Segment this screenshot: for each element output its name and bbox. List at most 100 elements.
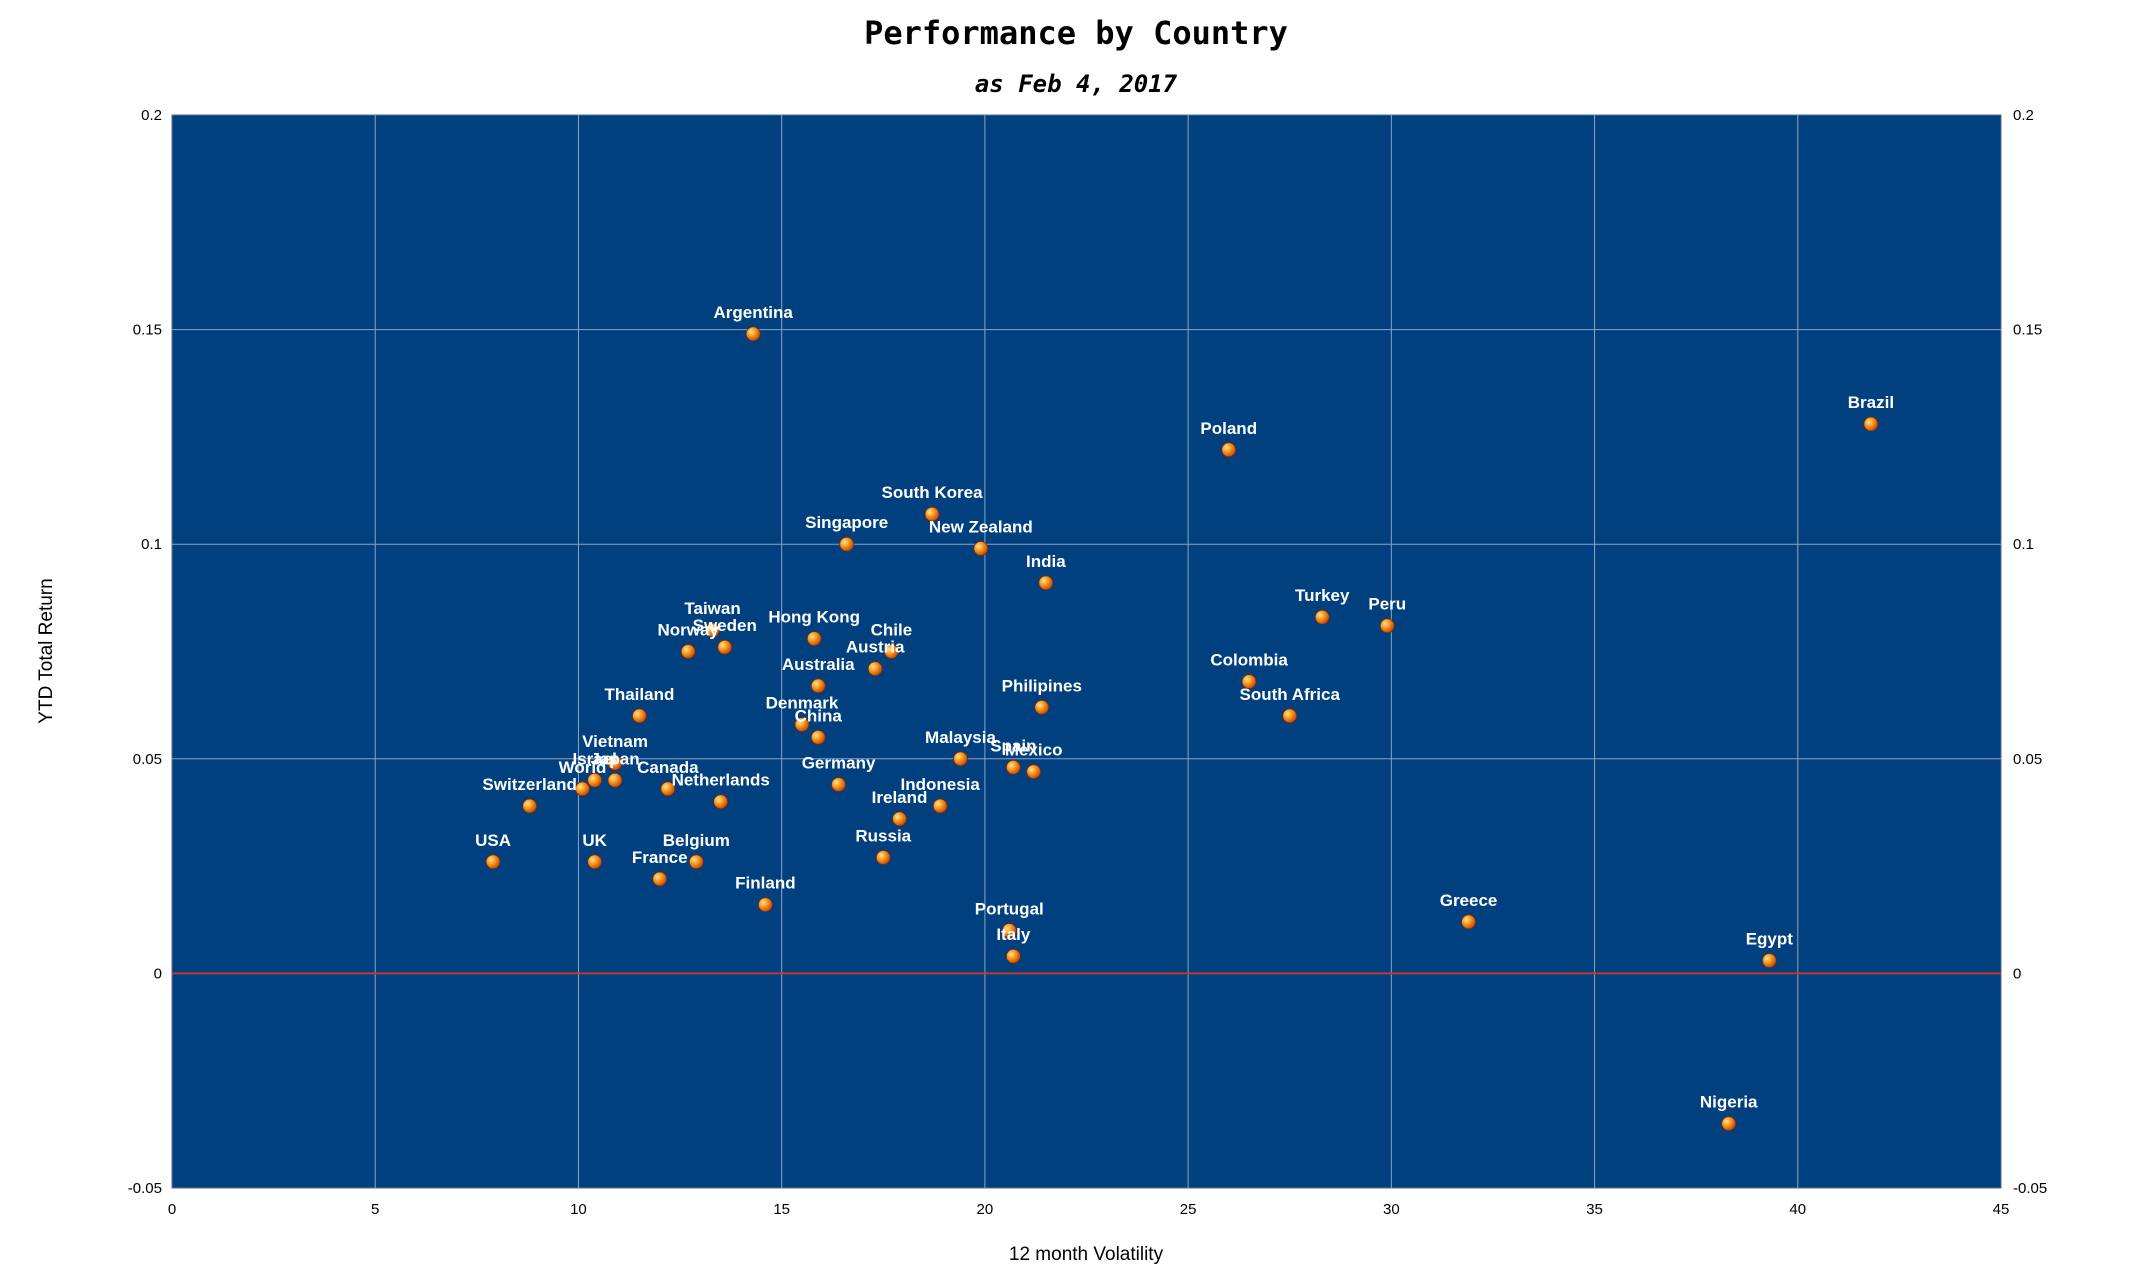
data-point: Taiwan <box>684 599 741 638</box>
data-point: Spain <box>990 736 1036 775</box>
point-marker <box>1721 1116 1737 1132</box>
data-point: Egypt <box>1746 930 1794 968</box>
data-point: Netherlands <box>672 771 770 810</box>
point-marker <box>1282 708 1298 724</box>
point-marker <box>607 755 623 771</box>
point-label: New Zealand <box>929 517 1033 536</box>
data-point: China <box>795 706 843 745</box>
point-label: Ireland <box>872 788 928 807</box>
point-label: Denmark <box>766 693 839 712</box>
data-point: World <box>559 758 606 797</box>
y-tick-label-right: 0.1 <box>2013 536 2034 553</box>
x-tick-label: 25 <box>1180 1201 1197 1218</box>
point-label: Netherlands <box>672 771 770 790</box>
point-label: Singapore <box>805 513 888 532</box>
point-marker <box>1761 953 1777 968</box>
point-marker <box>1461 914 1476 930</box>
data-point: Nigeria <box>1700 1093 1758 1132</box>
data-point: Portugal <box>975 899 1044 938</box>
data-point: Hong Kong <box>768 608 860 647</box>
point-marker <box>892 811 907 827</box>
point-label: Peru <box>1368 595 1406 614</box>
data-point: France <box>632 848 688 887</box>
x-tick-label: 40 <box>1789 1201 1806 1218</box>
data-point: Mexico <box>1005 741 1063 780</box>
point-marker <box>587 854 603 870</box>
point-marker <box>1034 699 1050 715</box>
point-marker <box>794 717 810 732</box>
x-tick-label: 5 <box>371 1201 379 1218</box>
point-label: Egypt <box>1746 930 1794 949</box>
point-label: UK <box>582 831 607 850</box>
point-label: Portugal <box>975 899 1044 918</box>
x-axis-label: 12 month Volatility <box>1009 1244 1164 1265</box>
point-label: Indonesia <box>901 775 981 794</box>
point-marker <box>810 678 826 694</box>
data-point: Malaysia <box>925 728 996 767</box>
point-label: Vietnam <box>582 732 648 751</box>
point-marker <box>884 644 899 659</box>
chart-title: Performance by Country <box>864 14 1288 52</box>
data-point: Chile <box>871 621 912 659</box>
point-marker <box>745 326 761 342</box>
data-point: Norway <box>657 621 719 659</box>
data-point: Singapore <box>805 513 888 552</box>
point-marker <box>1314 609 1330 625</box>
x-tick-label: 45 <box>1993 1201 2010 1218</box>
point-marker <box>810 729 826 745</box>
point-marker <box>680 644 696 659</box>
x-tick-label: 35 <box>1586 1201 1603 1218</box>
point-label: Colombia <box>1210 651 1288 670</box>
data-point: Canada <box>637 758 699 797</box>
point-marker <box>1863 416 1879 432</box>
point-marker <box>522 798 538 814</box>
point-marker <box>660 781 676 797</box>
data-point: Peru <box>1368 595 1406 634</box>
data-point: Brazil <box>1848 393 1894 432</box>
y-tick-label-right: 0.2 <box>2013 107 2034 124</box>
data-point: Switzerland <box>482 775 577 814</box>
point-marker <box>839 536 855 552</box>
point-label: Germany <box>802 754 876 773</box>
point-marker <box>1001 923 1017 938</box>
data-point: USA <box>475 831 511 870</box>
point-marker <box>632 708 647 724</box>
data-point: Sweden <box>693 616 757 655</box>
point-label: Turkey <box>1295 586 1350 605</box>
data-point: Australia <box>782 655 855 694</box>
point-label: Argentina <box>714 303 794 322</box>
data-point: Vietnam <box>582 732 648 771</box>
point-marker <box>831 777 846 792</box>
point-marker <box>758 897 773 913</box>
point-label: Greece <box>1440 891 1498 910</box>
data-point: Belgium <box>663 831 730 870</box>
point-label: Japan <box>590 749 639 768</box>
point-label: Canada <box>637 758 699 777</box>
data-point: Indonesia <box>901 775 981 814</box>
point-label: USA <box>475 831 511 850</box>
data-point: Philipines <box>1002 676 1082 715</box>
point-label: Thailand <box>604 685 674 704</box>
data-point: Russia <box>855 827 912 865</box>
point-marker <box>932 798 948 814</box>
y-tick-label-right: -0.05 <box>2013 1180 2047 1197</box>
point-label: Austria <box>846 638 905 657</box>
data-point: UK <box>582 831 608 870</box>
data-point: Argentina <box>714 303 794 342</box>
point-marker <box>587 772 603 788</box>
point-marker <box>973 541 989 556</box>
y-tick-label-left: 0 <box>154 965 162 982</box>
data-point: Germany <box>802 754 876 792</box>
point-label: Mexico <box>1005 741 1063 760</box>
data-point: New Zealand <box>929 517 1033 556</box>
data-point: Thailand <box>604 685 674 724</box>
data-point: Ireland <box>872 788 928 827</box>
point-label: Brazil <box>1848 393 1894 412</box>
axis-ticks: 0 5 10 15 20 25 30 35 40 45-0.05 -0.050 00.05 0.050.… <box>128 107 2047 1218</box>
point-label: China <box>795 706 843 725</box>
y-tick-label-left: 0.15 <box>133 322 162 339</box>
point-marker <box>607 772 623 788</box>
data-point: Denmark <box>766 693 839 732</box>
point-marker <box>924 506 940 522</box>
point-label: Finland <box>735 874 795 893</box>
